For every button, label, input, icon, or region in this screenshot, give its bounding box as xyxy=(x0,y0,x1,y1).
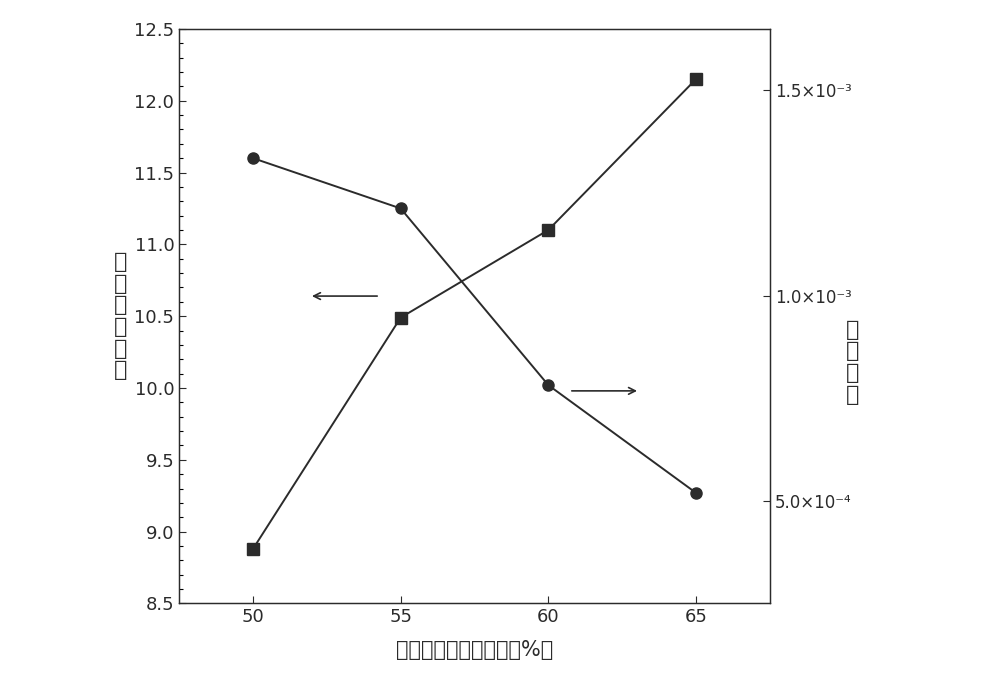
Text: 相
对
介
电
常
数: 相 对 介 电 常 数 xyxy=(113,252,127,380)
Text: 介
电
损
耗: 介 电 损 耗 xyxy=(846,320,859,404)
X-axis label: 原料中氧化锃的比例（%）: 原料中氧化锃的比例（%） xyxy=(396,640,553,660)
